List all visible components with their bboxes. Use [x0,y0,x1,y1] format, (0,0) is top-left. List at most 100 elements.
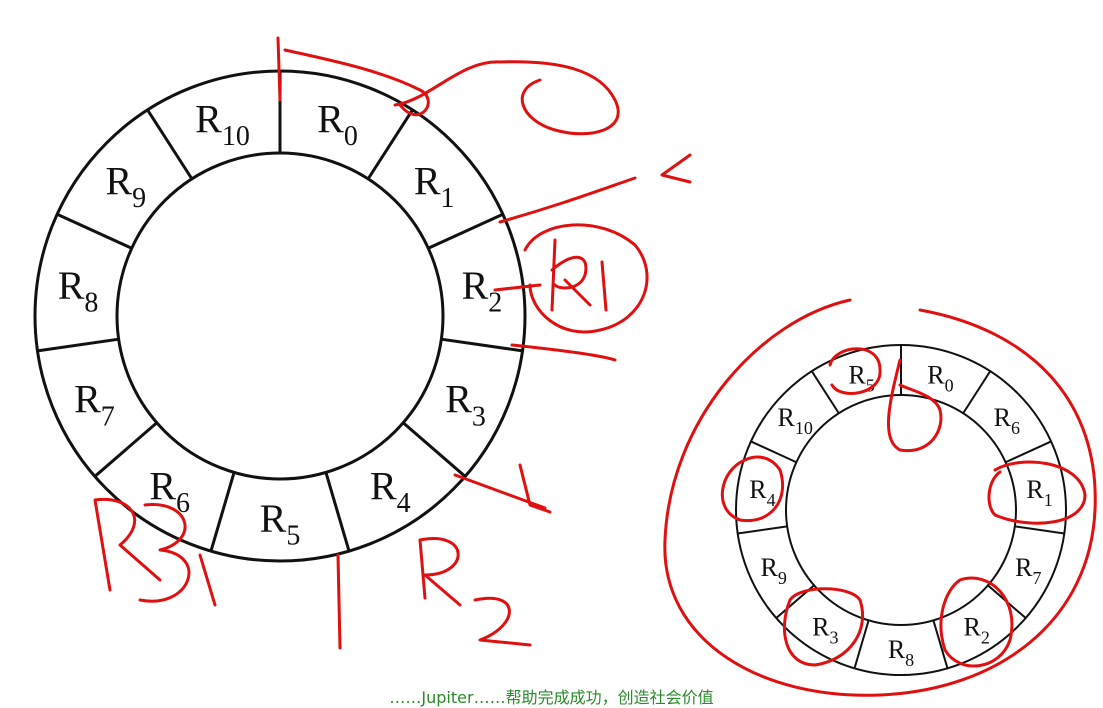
large-ring-divider [93,421,158,478]
small-ring-segment-label: R0 [927,360,953,395]
small-ring-segment-subscript: 0 [945,376,954,396]
large-ring-segment-label: R0 [317,96,358,152]
small-ring-segment-label: R8 [888,635,914,670]
large-ring-segment-label: R4 [370,464,411,520]
small-ring-segment-name: R [778,403,796,432]
large-ring-segment-name: R [74,377,101,422]
small-r1-circle [987,460,1087,525]
large-ring-divider [427,212,504,250]
small-ring-segment-label: R6 [994,403,1020,438]
small-ring-segment-label: R1 [1026,475,1052,510]
arrow-k-lower [453,463,552,514]
large-ring-divider [402,421,467,478]
large-ring-segment-subscript: 2 [488,288,502,319]
small-ring-segment-subscript: 8 [905,650,914,670]
small-ring-segment-subscript: 3 [829,628,838,648]
pointer-line-top [276,36,430,117]
small-ring-segment-label: R4 [749,475,775,510]
small-ring-segment-subscript: 10 [795,418,813,438]
large-ring-divider [209,471,236,552]
r1-written-label [493,238,608,312]
small-ring-segment-label: R10 [778,403,813,438]
large-ring-segment-label: R2 [462,263,503,319]
small-ring-enclosing-loop [663,298,1097,697]
large-ring-segment-name: R [445,377,472,422]
small-ring-segment-label: R9 [760,553,786,588]
small-ring-divider [1005,440,1052,464]
large-ring-segment-label: R3 [445,377,486,433]
large-ring-divider [37,337,119,353]
small-ring-segment-label: R3 [812,613,838,648]
small-ring-divider [853,620,870,669]
small-ring-divider [1014,525,1065,535]
small-ring-segment-name: R [1015,553,1033,582]
small-ring-segment-label: R2 [964,613,990,648]
small-ring-segment-name: R [848,360,866,389]
large-ring-segment-name: R [260,496,287,541]
loop-curl-top [393,60,620,136]
small-ring-inner-circle [785,394,1017,626]
large-ring-divider [56,212,133,250]
large-ring-segment-label: R6 [149,464,190,520]
large-ring-segment-label: R1 [414,158,455,214]
small-ring-divider [750,440,797,464]
small-ring-segment-label: R5 [848,360,874,395]
small-ring-segment-subscript: 4 [767,490,776,510]
small-r3-circle [782,587,865,667]
r2-tail-line [510,343,617,362]
small-ring-segment-subscript: 5 [866,376,875,396]
large-ring-segment-subscript: 8 [84,288,98,319]
r1-loop [523,223,649,334]
large-ring-segment-name: R [317,96,344,141]
small-ring-segment-name: R [760,553,778,582]
large-ring-segment-label: R9 [105,158,146,214]
r2-written-label [336,537,532,650]
small-r5-circle [828,347,882,395]
small-r0-circle [887,358,943,453]
small-ring-segment-subscript: 2 [981,628,990,648]
r3-written-label [93,497,217,607]
large-ring-divider [441,337,523,353]
large-ring-inner-circle [115,151,445,481]
large-ring-segment-name: R [195,96,222,141]
small-ring-divider [737,525,788,535]
large-ring-segment-subscript: 6 [176,488,190,519]
small-ring-dividers [737,345,1065,669]
small-ring-segment-name: R [888,635,906,664]
large-ring-segment-subscript: 0 [344,121,358,152]
small-r2-circle [939,576,1014,668]
arrow-k-right [498,153,692,224]
large-ring-segment-subscript: 4 [397,488,411,519]
large-ring-segment-name: R [58,263,85,308]
large-ring-segment-subscript: 7 [101,401,115,432]
large-ring-segment-subscript: 10 [222,121,250,152]
large-ring-segment-label: R10 [195,96,250,152]
large-ring-segment-name: R [414,158,441,203]
large-ring-segment-name: R [149,464,176,509]
small-ring-segment-name: R [927,360,945,389]
large-ring-segment-label: R7 [74,377,115,433]
caption-text: ……Jupiter……帮助完成成功，创造社会价值 [389,688,714,707]
large-ring-segment-subscript: 9 [132,183,146,214]
red-annotations [93,36,1097,697]
large-ring-segment-label: R8 [58,263,99,319]
large-ring-divider [146,109,194,180]
small-ring-segment-name: R [994,403,1012,432]
small-ring-segment-name: R [964,613,982,642]
small-ring-segment-name: R [749,475,767,504]
small-ring-segment-name: R [812,613,830,642]
large-ring-divider [366,109,414,180]
small-ring-segment-subscript: 9 [778,568,787,588]
large-ring-divider [324,471,351,552]
small-ring-segment-subscript: 6 [1011,418,1020,438]
small-ring-segment-subscript: 1 [1044,490,1053,510]
small-ring-segment-label: R7 [1015,553,1041,588]
small-ring-segment-name: R [1026,475,1044,504]
large-ring-segment-subscript: 3 [472,401,486,432]
large-ring-segment-subscript: 5 [286,521,300,552]
